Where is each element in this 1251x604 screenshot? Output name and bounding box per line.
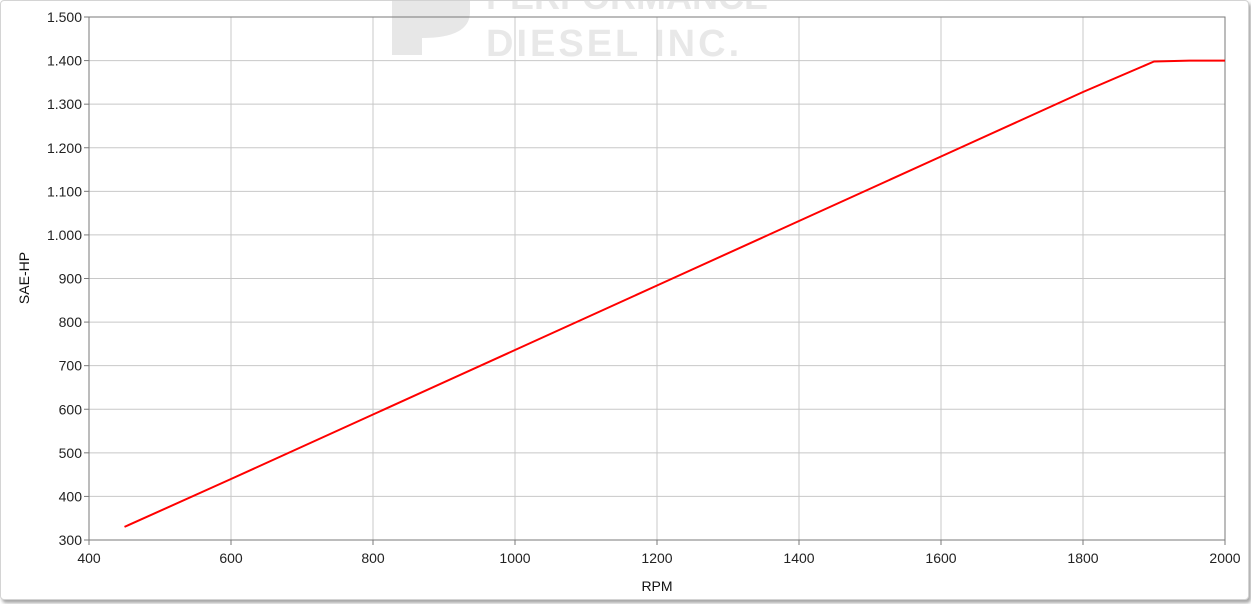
x-axis-title: RPM [641, 578, 672, 594]
y-tick-label: 500 [59, 445, 83, 461]
y-tick-label: 600 [59, 401, 83, 417]
y-tick-label: 700 [59, 358, 83, 374]
y-tick-label: 400 [59, 488, 83, 504]
y-tick-label: 1.300 [47, 96, 82, 112]
x-tick-label: 1200 [641, 550, 672, 566]
x-tick-label: 400 [77, 550, 101, 566]
x-tick-label: 1400 [783, 550, 814, 566]
x-tick-label: 1600 [925, 550, 956, 566]
plot-area-border [88, 16, 1226, 541]
x-tick-label: 1000 [499, 550, 530, 566]
y-tick-label: 1.000 [47, 227, 82, 243]
x-tick-label: 1800 [1067, 550, 1098, 566]
x-tick-labels: 400 600 800 1000 1200 1400 1600 1800 2000 [77, 550, 1240, 566]
y-tick-label: 800 [59, 314, 83, 330]
series-line [124, 59, 1225, 528]
y-tick-labels: 300 400 500 600 700 800 900 1.000 1.100 1.200 1.30… [47, 9, 82, 548]
y-tick-label: 1.100 [47, 183, 82, 199]
series-layer [124, 59, 1225, 528]
watermark-line2: DIESEL INC. [486, 23, 742, 65]
y-tick-label: 1.400 [47, 53, 82, 69]
x-tick-label: 800 [361, 550, 385, 566]
watermark-logo: PERFORMANCE DIESEL INC. [392, 0, 768, 65]
watermark-p-icon [392, 0, 470, 55]
x-tick-label: 2000 [1209, 550, 1240, 566]
y-tick-label: 900 [59, 271, 83, 287]
grid [84, 16, 1226, 545]
y-tick-label: 300 [59, 532, 83, 548]
y-axis-title: SAE-HP [16, 252, 32, 304]
x-tick-label: 600 [219, 550, 243, 566]
y-tick-label: 1.500 [47, 9, 82, 25]
watermark-line1: PERFORMANCE [486, 0, 768, 17]
y-tick-label: 1.200 [47, 140, 82, 156]
